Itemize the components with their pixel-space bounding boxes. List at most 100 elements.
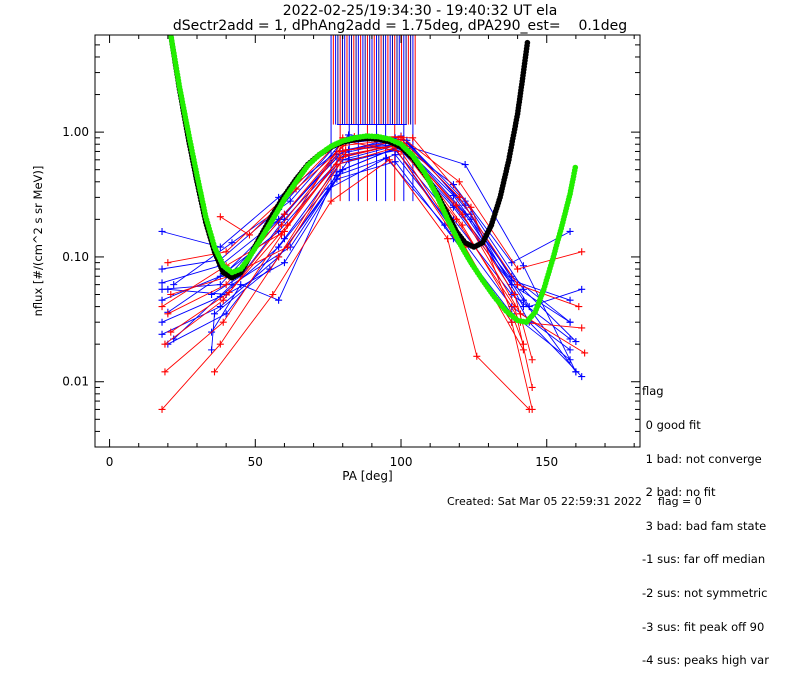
flux-point: [216, 243, 224, 251]
legend-item: 1 bad: not converge: [642, 451, 762, 466]
flux-point: [382, 154, 390, 162]
flux-point: [473, 352, 481, 360]
flux-point: [158, 265, 166, 273]
x-tick-label: 150: [535, 455, 558, 469]
flux-point: [391, 151, 399, 159]
flux-point: [158, 279, 166, 287]
flux-point: [458, 210, 466, 218]
flux-point: [345, 156, 353, 164]
flux-point: [391, 158, 399, 166]
flux-point: [566, 318, 574, 326]
flux-line: [161, 161, 571, 361]
fit-point: [524, 39, 531, 46]
created-timestamp: Created: Sat Mar 05 22:59:31 2022: [447, 495, 642, 508]
flux-point: [511, 291, 519, 299]
flux-point: [219, 296, 227, 304]
flux-point: [275, 296, 283, 304]
fit-point: [572, 164, 579, 171]
flux-point: [578, 324, 586, 332]
flux-point: [222, 281, 230, 289]
flux-point: [266, 265, 274, 273]
flux-point: [245, 231, 253, 239]
flux-point: [167, 328, 175, 336]
flux-point: [161, 340, 169, 348]
legend-item: -3 sus: fit peak off 90: [642, 619, 765, 634]
flux-point: [170, 281, 178, 289]
flux-point: [517, 310, 525, 318]
flux-point: [280, 210, 288, 218]
flux-point: [397, 133, 405, 141]
flux-point: [164, 259, 172, 267]
flux-line: [164, 143, 533, 388]
flux-point: [444, 235, 452, 243]
flux-point: [342, 146, 350, 154]
flux-point: [216, 213, 224, 221]
flux-point: [566, 227, 574, 235]
flux-point: [280, 235, 288, 243]
flux-point: [222, 248, 230, 256]
x-tick-label: 50: [248, 455, 263, 469]
flux-point: [581, 349, 589, 357]
chart-title: 2022-02-25/19:34:30 - 19:40:32 UT ela: [282, 3, 558, 19]
flux-point: [578, 373, 586, 381]
flux-point: [566, 346, 574, 354]
flux-point: [514, 265, 522, 273]
flux-point: [572, 338, 580, 346]
flux-point: [158, 330, 166, 338]
flux-point: [467, 203, 475, 211]
flux-line: [173, 147, 583, 377]
flux-point: [385, 156, 393, 164]
legend-item: 0 good fit: [642, 418, 701, 433]
flux-point: [286, 197, 294, 205]
chart-canvas: 0 50 100 150 0.01 0.10 1.00 PA [deg] nflux [#/…: [31, 34, 641, 483]
legend-item: 2 bad: no fit: [642, 485, 716, 500]
flux-line: [161, 154, 571, 351]
flux-point: [158, 227, 166, 235]
flux-point: [208, 346, 216, 354]
flux-point: [158, 296, 166, 304]
flux-point: [566, 296, 574, 304]
flux-line: [167, 135, 577, 342]
legend-item: -4 sus: peaks high var: [642, 653, 769, 668]
legend-item: 3 bad: bad fam state: [642, 518, 767, 533]
x-tick-label: 0: [106, 455, 114, 469]
flux-point: [519, 303, 527, 311]
flux-point: [210, 310, 218, 318]
flux-point: [514, 281, 522, 289]
flux-point: [519, 346, 527, 354]
flux-point: [575, 303, 583, 311]
flux-point: [458, 221, 466, 229]
flux-point: [158, 318, 166, 326]
flux-line: [167, 143, 577, 373]
flux-point: [164, 310, 172, 318]
plot-area: [158, 35, 589, 413]
flux-point: [327, 197, 335, 205]
flux-point: [210, 368, 218, 376]
flux-point: [164, 285, 172, 293]
flux-point: [566, 335, 574, 343]
flux-point: [572, 368, 580, 376]
flux-point: [161, 368, 169, 376]
flux-point: [158, 405, 166, 413]
flux-point: [237, 281, 245, 289]
flux-point: [228, 239, 236, 247]
flux-series: [158, 131, 586, 381]
flux-point: [578, 285, 586, 293]
flux-point: [508, 318, 516, 326]
flux-point: [275, 243, 283, 251]
flag-status: flag = 0: [657, 495, 702, 508]
axes: 0 50 100 150 0.01 0.10 1.00: [62, 35, 640, 469]
flux-point: [409, 134, 417, 142]
flux-point: [461, 161, 469, 169]
flux-point: [219, 318, 227, 326]
chart-subtitle: dSectr2add = 1, dPhAng2add = 1.75deg, dP…: [172, 18, 628, 34]
flux-point: [167, 291, 175, 299]
flux-line: [170, 145, 585, 354]
flux-point: [525, 405, 533, 413]
flux-line: [214, 159, 530, 410]
flux-point: [461, 201, 469, 209]
footer: Created: Sat Mar 05 22:59:31 2022 flag = …: [440, 482, 718, 508]
legend-item: -2 sus: not symmetric: [642, 586, 768, 601]
y-tick-label: 1.00: [62, 125, 89, 139]
y-tick-label: 0.01: [62, 375, 89, 389]
